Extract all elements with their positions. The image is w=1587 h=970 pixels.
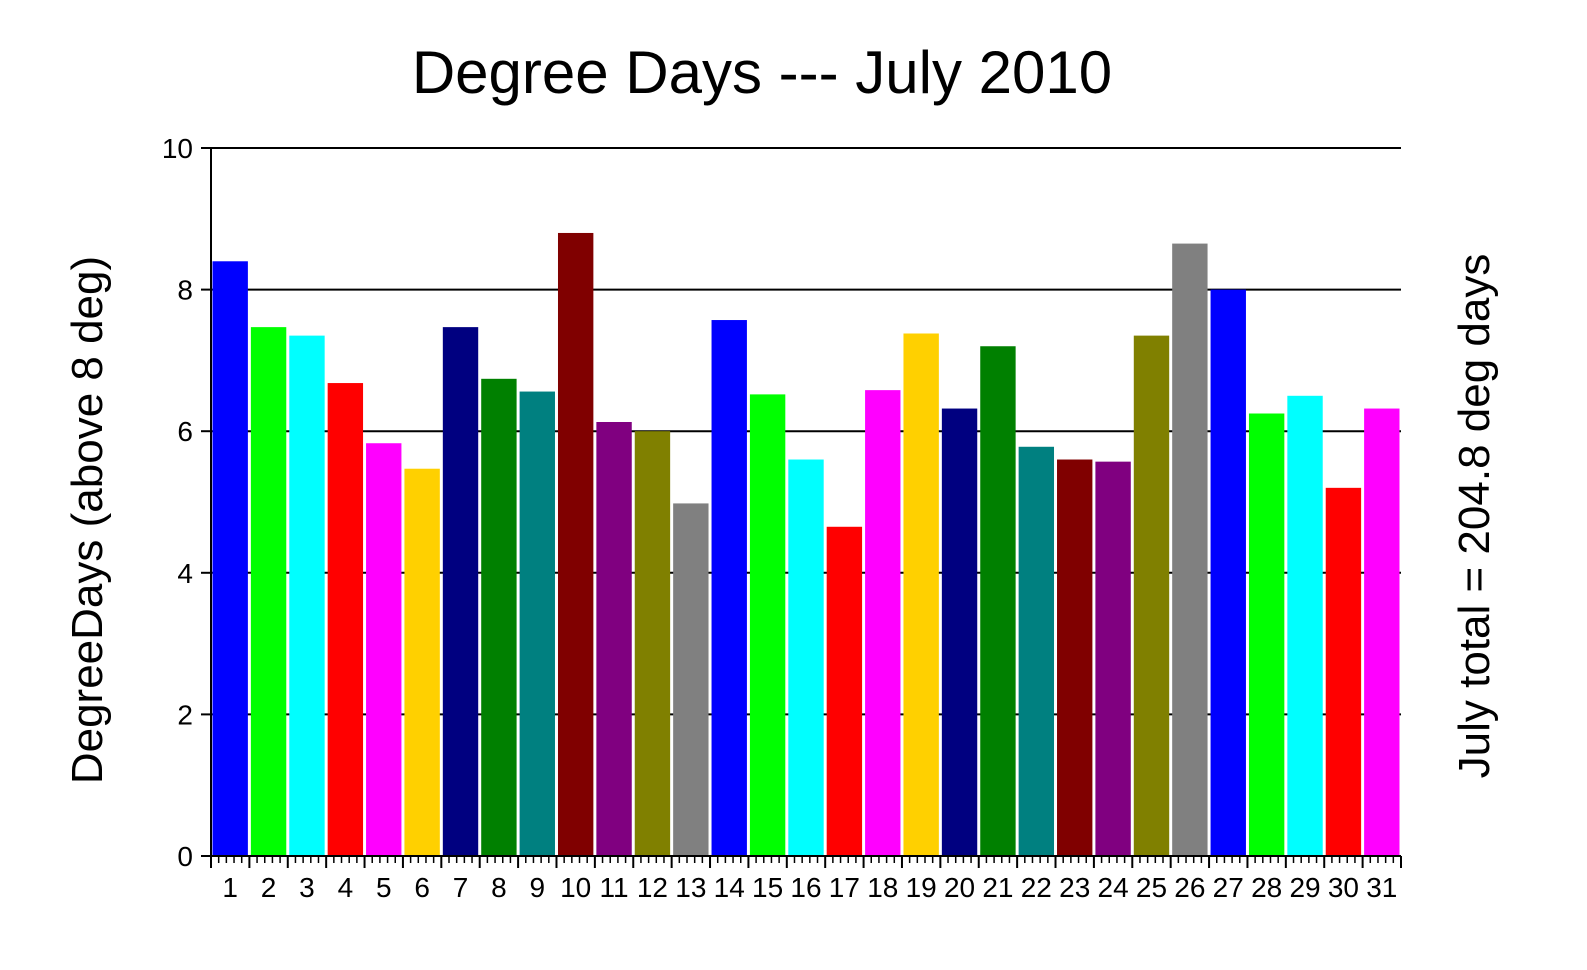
x-tick-label: 9: [530, 872, 546, 903]
bar-day-28: [1248, 413, 1285, 856]
bar-day-30: [1325, 487, 1362, 856]
x-tick-label: 15: [752, 872, 783, 903]
x-tick-label: 11: [600, 872, 629, 903]
bar-day-6: [404, 468, 440, 856]
bar-day-4: [327, 383, 364, 856]
x-tick-label: 1: [222, 872, 238, 903]
y-tick-label: 4: [177, 558, 193, 589]
bar-day-25: [1133, 335, 1170, 856]
bar-day-18: [865, 390, 901, 856]
bar-day-24: [1095, 461, 1131, 856]
bar-day-20: [941, 408, 978, 856]
bar-day-12: [634, 431, 671, 856]
x-tick-label: 20: [944, 872, 975, 903]
bar-day-1: [212, 261, 248, 856]
bar-day-8: [481, 378, 517, 856]
x-tick-label: 6: [414, 872, 430, 903]
bar-day-7: [442, 327, 479, 856]
x-tick-label: 27: [1213, 872, 1244, 903]
x-tick-label: 3: [299, 872, 315, 903]
bar-day-16: [788, 459, 824, 856]
x-tick-label: 16: [790, 872, 821, 903]
bar-day-29: [1287, 395, 1323, 856]
bar-day-21: [980, 346, 1016, 856]
x-tick-label: 22: [1021, 872, 1052, 903]
bar-day-3: [289, 335, 325, 856]
x-tick-label: 31: [1366, 872, 1397, 903]
x-tick-label: 28: [1251, 872, 1282, 903]
bar-day-10: [557, 232, 594, 856]
bar-day-31: [1364, 408, 1400, 856]
bar-day-9: [519, 391, 555, 856]
x-tick-label: 25: [1136, 872, 1167, 903]
bar-day-26: [1172, 243, 1208, 856]
x-tick-label: 23: [1059, 872, 1090, 903]
bar-day-27: [1210, 289, 1246, 857]
x-tick-label: 7: [453, 872, 469, 903]
y-tick-label: 10: [162, 133, 193, 164]
axes: [210, 148, 1401, 857]
x-tick-label: 8: [491, 872, 507, 903]
x-tick-label: 13: [675, 872, 706, 903]
x-tick-label: 17: [829, 872, 860, 903]
x-tick-label: 21: [982, 872, 1013, 903]
bar-day-22: [1018, 446, 1055, 856]
bar-day-14: [711, 320, 747, 856]
x-tick-label: 10: [560, 872, 591, 903]
bar-day-23: [1057, 459, 1093, 856]
x-tick-label: 18: [867, 872, 898, 903]
bar-day-5: [366, 443, 402, 856]
y-tick-label: 0: [177, 841, 193, 872]
x-tick-label: 2: [261, 872, 277, 903]
bars: [212, 232, 1400, 857]
x-tick-label: 30: [1328, 872, 1359, 903]
bar-day-17: [826, 526, 863, 856]
bar-day-11: [596, 421, 632, 856]
x-tick-label: 24: [1098, 872, 1129, 903]
x-tick-label: 14: [714, 872, 745, 903]
y-tick-label: 8: [177, 275, 193, 306]
x-tick-label: 12: [637, 872, 668, 903]
x-tick-labels: 1 2 3 4 5 6 7 8 9 10 11 12 13 14 15 16 17 18 19 20 21 22 23 24 2…: [210, 856, 1402, 903]
y-tick-label: 6: [177, 416, 193, 447]
chart-title: Degree Days --- July 2010: [412, 39, 1112, 106]
x-tick-label: 4: [338, 872, 354, 903]
bar-day-2: [250, 327, 287, 856]
x-tick-label: 19: [906, 872, 937, 903]
x-tick-label: 29: [1289, 872, 1320, 903]
right-total-label: July total = 204.8 deg days: [1450, 254, 1499, 779]
bar-day-13: [673, 503, 709, 856]
y-axis-label: DegreeDays (above 8 deg): [63, 256, 112, 784]
x-tick-label: 26: [1174, 872, 1205, 903]
bar-day-15: [749, 394, 786, 856]
y-tick-label: 2: [177, 699, 193, 730]
bar-day-19: [903, 333, 939, 857]
x-tick-label: 5: [376, 872, 392, 903]
y-tick-labels: 0 2 4 6 8 10: [162, 133, 211, 872]
